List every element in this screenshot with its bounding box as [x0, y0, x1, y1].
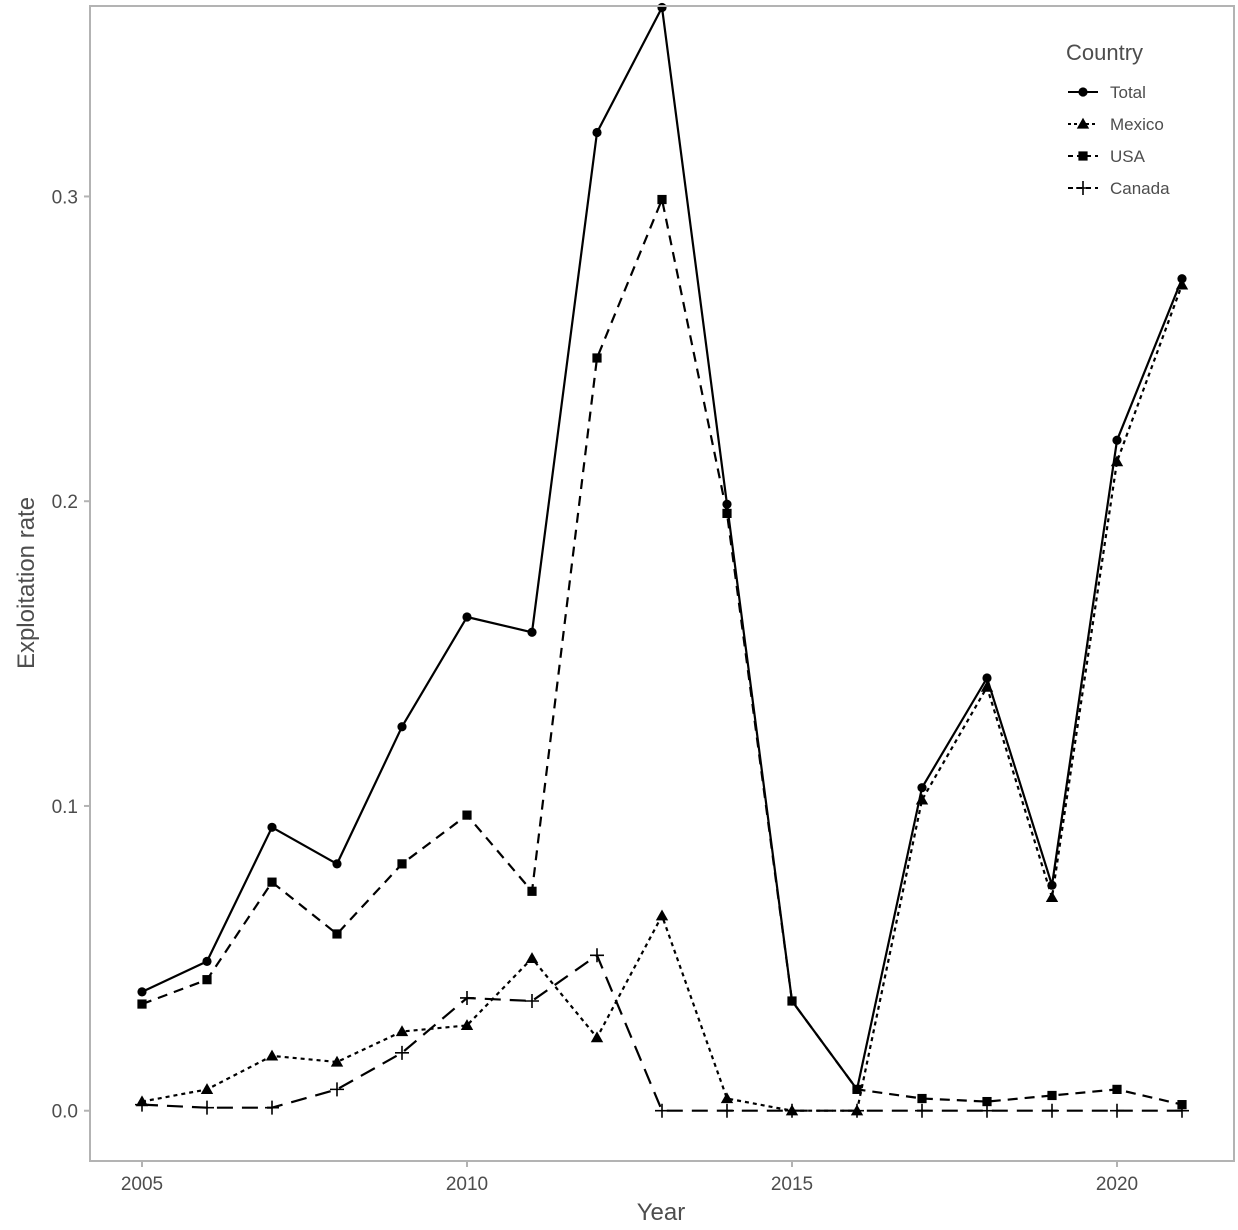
legend-item-mexico: Mexico [1110, 115, 1164, 134]
data-point-canada [135, 1097, 149, 1112]
data-point-usa [462, 810, 472, 820]
data-point-canada [395, 1045, 409, 1060]
data-point-mexico [395, 1025, 409, 1037]
data-point-total [592, 127, 602, 138]
data-point-total [527, 627, 537, 637]
data-point-mexico [1045, 891, 1059, 903]
legend-item-canada: Canada [1110, 179, 1170, 198]
data-point-usa [1047, 1090, 1057, 1101]
series-line-mexico [141, 284, 1184, 1112]
data-point-canada [460, 990, 474, 1005]
data-point-canada [590, 948, 604, 963]
plot-border [89, 5, 1235, 1162]
legend-key-marker [1078, 151, 1088, 161]
data-point-canada [785, 1103, 799, 1118]
y-tick-label: 0.0 [52, 1102, 78, 1123]
data-point-canada [850, 1103, 864, 1118]
data-point-total [267, 822, 277, 832]
data-point-total [332, 859, 342, 869]
data-point-usa [1112, 1084, 1122, 1094]
y-tick-label: 0.1 [52, 797, 78, 818]
data-point-mexico [1110, 455, 1124, 467]
series-line-canada [141, 954, 1182, 1112]
data-point-total [657, 2, 667, 13]
data-point-usa [722, 508, 732, 519]
data-point-usa [267, 877, 277, 887]
legend-item-usa: USA [1110, 147, 1146, 166]
legend-key-marker [1076, 181, 1090, 195]
data-point-total [462, 612, 472, 622]
data-point-mexico [330, 1055, 344, 1067]
data-point-usa [527, 886, 537, 896]
data-point-canada [200, 1100, 214, 1115]
x-tick-label: 2020 [1096, 1174, 1138, 1195]
data-point-canada [1110, 1103, 1124, 1118]
data-point-mexico [200, 1083, 214, 1095]
data-point-canada [1175, 1103, 1189, 1118]
data-point-total [137, 987, 147, 997]
data-point-usa [657, 194, 667, 205]
data-point-usa [397, 859, 407, 869]
data-point-total [917, 783, 927, 793]
legend-key-marker [1076, 117, 1090, 129]
data-point-mexico [1175, 278, 1189, 290]
data-point-total [397, 722, 407, 732]
data-point-canada [265, 1100, 279, 1115]
legend-item-total: Total [1110, 83, 1146, 102]
y-tick-label: 0.3 [52, 187, 78, 208]
data-point-usa [917, 1093, 927, 1104]
data-point-mexico [525, 952, 539, 963]
legend-key-marker [1078, 87, 1088, 97]
data-point-mexico [590, 1031, 604, 1043]
data-point-total [722, 499, 732, 509]
x-axis-title: Year [637, 1199, 686, 1226]
data-point-usa [982, 1096, 992, 1107]
data-point-usa [202, 975, 212, 985]
y-axis-title: Exploitation rate [13, 497, 40, 669]
data-point-canada [330, 1082, 344, 1097]
data-point-usa [592, 353, 602, 363]
data-point-mexico [265, 1049, 279, 1061]
data-point-canada [980, 1103, 994, 1118]
data-point-mexico [655, 909, 669, 921]
data-point-usa [787, 996, 797, 1006]
series-line-usa [141, 198, 1183, 1106]
data-point-usa [137, 999, 147, 1009]
data-point-mexico [720, 1092, 734, 1104]
data-point-total [202, 956, 212, 966]
x-tick-label: 2010 [446, 1174, 488, 1195]
data-point-total [982, 673, 992, 683]
x-tick-label: 2015 [771, 1174, 813, 1195]
legend-title: Country [1066, 40, 1143, 65]
data-point-usa [332, 929, 342, 939]
data-point-canada [915, 1103, 929, 1118]
axes: Year Exploitation rate 0.0 0.1 0.2 0.3 2005 2… [13, 5, 1235, 1226]
data-point-total [1112, 435, 1122, 445]
data-point-canada [1045, 1103, 1059, 1118]
series-line-total [141, 6, 1184, 1091]
data-point-mexico [915, 793, 929, 805]
data-point-canada [720, 1103, 734, 1118]
data-point-mexico [980, 680, 994, 692]
data-point-mexico [460, 1019, 474, 1031]
plot-area [135, 2, 1189, 1118]
data-point-canada [655, 1103, 669, 1118]
y-tick-label: 0.2 [52, 492, 78, 513]
x-tick-label: 2005 [121, 1174, 163, 1195]
legend: Country Total Mexico USA Canada [1066, 40, 1170, 198]
data-point-canada [525, 994, 539, 1009]
data-point-usa [852, 1084, 862, 1094]
